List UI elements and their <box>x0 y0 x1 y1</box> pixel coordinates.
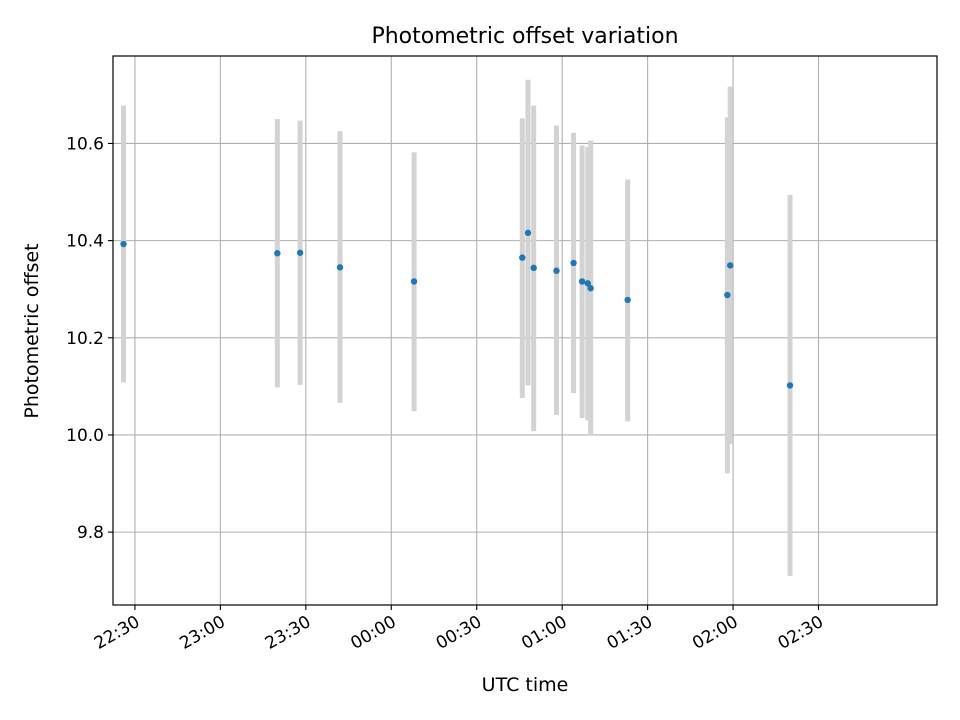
data-point <box>584 280 592 287</box>
data-points <box>120 229 794 389</box>
x-axis-label: UTC time <box>482 674 569 696</box>
data-point <box>553 267 560 274</box>
y-axis-label: Photometric offset <box>21 243 43 418</box>
data-point <box>524 229 532 237</box>
y-axis-ticks: 9.8 10.0 10.2 10.4 10.6 <box>66 134 113 543</box>
axes-frame <box>112 55 938 606</box>
data-point <box>120 240 127 248</box>
y-tick-label: 10.6 <box>66 134 104 154</box>
chart-title: Photometric offset variation <box>371 24 678 49</box>
plot-area <box>113 56 937 605</box>
y-tick-label: 9.8 <box>77 523 104 543</box>
grid-lines <box>113 56 937 605</box>
y-tick-label: 10.0 <box>66 426 104 446</box>
data-point <box>296 249 304 256</box>
data-point <box>274 250 281 257</box>
data-point <box>727 262 734 269</box>
data-point <box>724 291 731 299</box>
data-point <box>578 278 586 285</box>
data-point <box>587 285 594 292</box>
data-point <box>336 264 344 271</box>
data-point <box>570 259 577 267</box>
data-point <box>519 254 526 261</box>
y-tick-label: 10.2 <box>66 329 104 349</box>
data-point <box>624 296 631 304</box>
data-point <box>530 264 537 272</box>
data-point <box>410 278 418 285</box>
data-point <box>786 382 794 389</box>
y-tick-label: 10.4 <box>66 232 104 252</box>
